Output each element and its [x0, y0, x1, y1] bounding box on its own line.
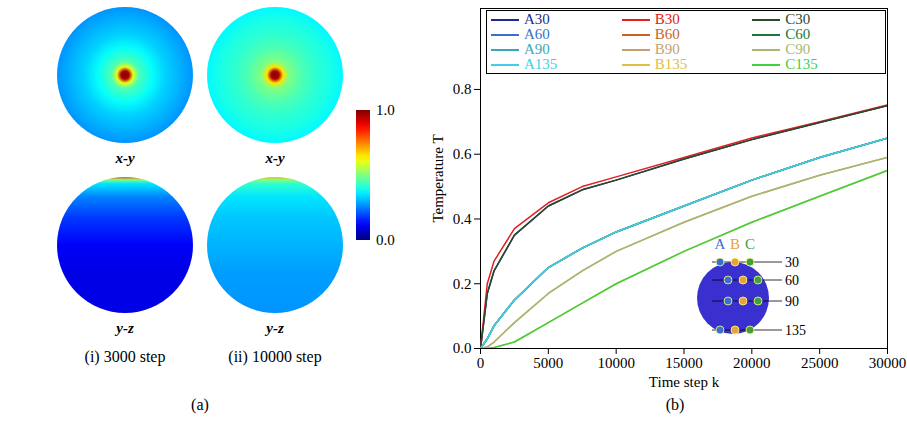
svg-text:Time step k: Time step k	[649, 374, 720, 390]
svg-text:10000: 10000	[597, 355, 635, 371]
html-text:(b): (b)	[665, 396, 685, 413]
svg-text:0.0: 0.0	[376, 232, 395, 248]
html-text:B30: B30	[654, 11, 680, 27]
html-text:C135: C135	[785, 56, 818, 72]
svg-text:y-z: y-z	[114, 320, 134, 336]
svg-text:1.0: 1.0	[376, 102, 395, 118]
svg-text:B: B	[730, 236, 740, 252]
html-text:C60: C60	[785, 26, 811, 42]
html-text:A135: A135	[524, 56, 558, 72]
svg-text:A: A	[715, 236, 726, 252]
svg-text:(ii) 10000 step: (ii) 10000 step	[228, 348, 321, 366]
html-text:B90: B90	[654, 41, 680, 57]
svg-text:30000: 30000	[869, 355, 907, 371]
html-text:C90: C90	[785, 41, 811, 57]
svg-text:90: 90	[785, 294, 799, 309]
svg-text:x-y: x-y	[264, 150, 284, 166]
svg-text:20000: 20000	[733, 355, 771, 371]
svg-text:15000: 15000	[665, 355, 703, 371]
svg-text:0: 0	[477, 355, 485, 371]
svg-text:135: 135	[785, 323, 806, 338]
svg-text:0.4: 0.4	[453, 211, 472, 227]
svg-text:y-z: y-z	[264, 320, 284, 336]
svg-text:30: 30	[785, 255, 799, 270]
svg-text:25000: 25000	[801, 355, 839, 371]
svg-text:0.0: 0.0	[453, 340, 472, 356]
svg-text:0.8: 0.8	[453, 81, 472, 97]
html-text:B135: B135	[654, 56, 688, 72]
svg-text:0.6: 0.6	[453, 146, 472, 162]
html-text:A90: A90	[524, 41, 550, 57]
html-text:A60: A60	[524, 26, 550, 42]
svg-text:5000: 5000	[533, 355, 563, 371]
html-text:A30: A30	[524, 11, 550, 27]
svg-text:(i) 3000 step: (i) 3000 step	[85, 348, 166, 366]
svg-text:0.2: 0.2	[453, 276, 472, 292]
svg-text:x-y: x-y	[114, 150, 134, 166]
svg-text:60: 60	[785, 273, 799, 288]
svg-text:C: C	[745, 236, 755, 252]
html-text:B60: B60	[654, 26, 680, 42]
html-text:(a): (a)	[191, 396, 209, 413]
svg-text:Temperature T: Temperature T	[430, 134, 446, 222]
html-text:C30: C30	[785, 11, 811, 27]
